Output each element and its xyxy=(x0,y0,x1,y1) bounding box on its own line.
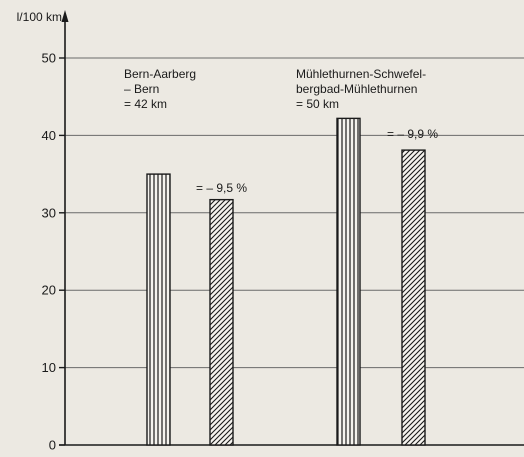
y-tick-label-30: 30 xyxy=(42,205,56,220)
y-tick-label-0: 0 xyxy=(49,438,56,453)
grid-lines xyxy=(65,57,524,369)
bars xyxy=(146,117,426,446)
y-axis-arrow xyxy=(61,10,69,22)
group-2-change-label: = – 9,9 % xyxy=(387,127,438,141)
group-1-label-line-1: Bern-Aarberg xyxy=(124,67,196,81)
bar-group-1-before xyxy=(146,173,171,446)
group-1-label-line-2: – Bern xyxy=(124,82,159,96)
group-2-label-line-1: Mühlethurnen-Schwefel- xyxy=(296,67,426,81)
group-1-label-line-3: = 42 km xyxy=(124,97,167,111)
bar-group-1-after xyxy=(209,198,234,446)
bar-group-2-after xyxy=(401,149,426,446)
group-2-label-line-2: bergbad-Mühlethurnen xyxy=(296,82,417,96)
labels: 0 10 20 30 40 50 l/100 km Bern-Aarberg– Bern= 4… xyxy=(17,10,439,453)
axes xyxy=(59,10,524,446)
y-tick-label-50: 50 xyxy=(42,51,56,66)
y-axis-unit-label: l/100 km xyxy=(17,10,62,24)
group-2-label-line-3: = 50 km xyxy=(296,97,339,111)
y-tick-label-40: 40 xyxy=(42,128,56,143)
y-tick-label-10: 10 xyxy=(42,360,56,375)
y-tick-label-20: 20 xyxy=(42,283,56,298)
group-1-change-label: = – 9,5 % xyxy=(196,181,247,195)
bar-group-2-before xyxy=(336,117,361,446)
